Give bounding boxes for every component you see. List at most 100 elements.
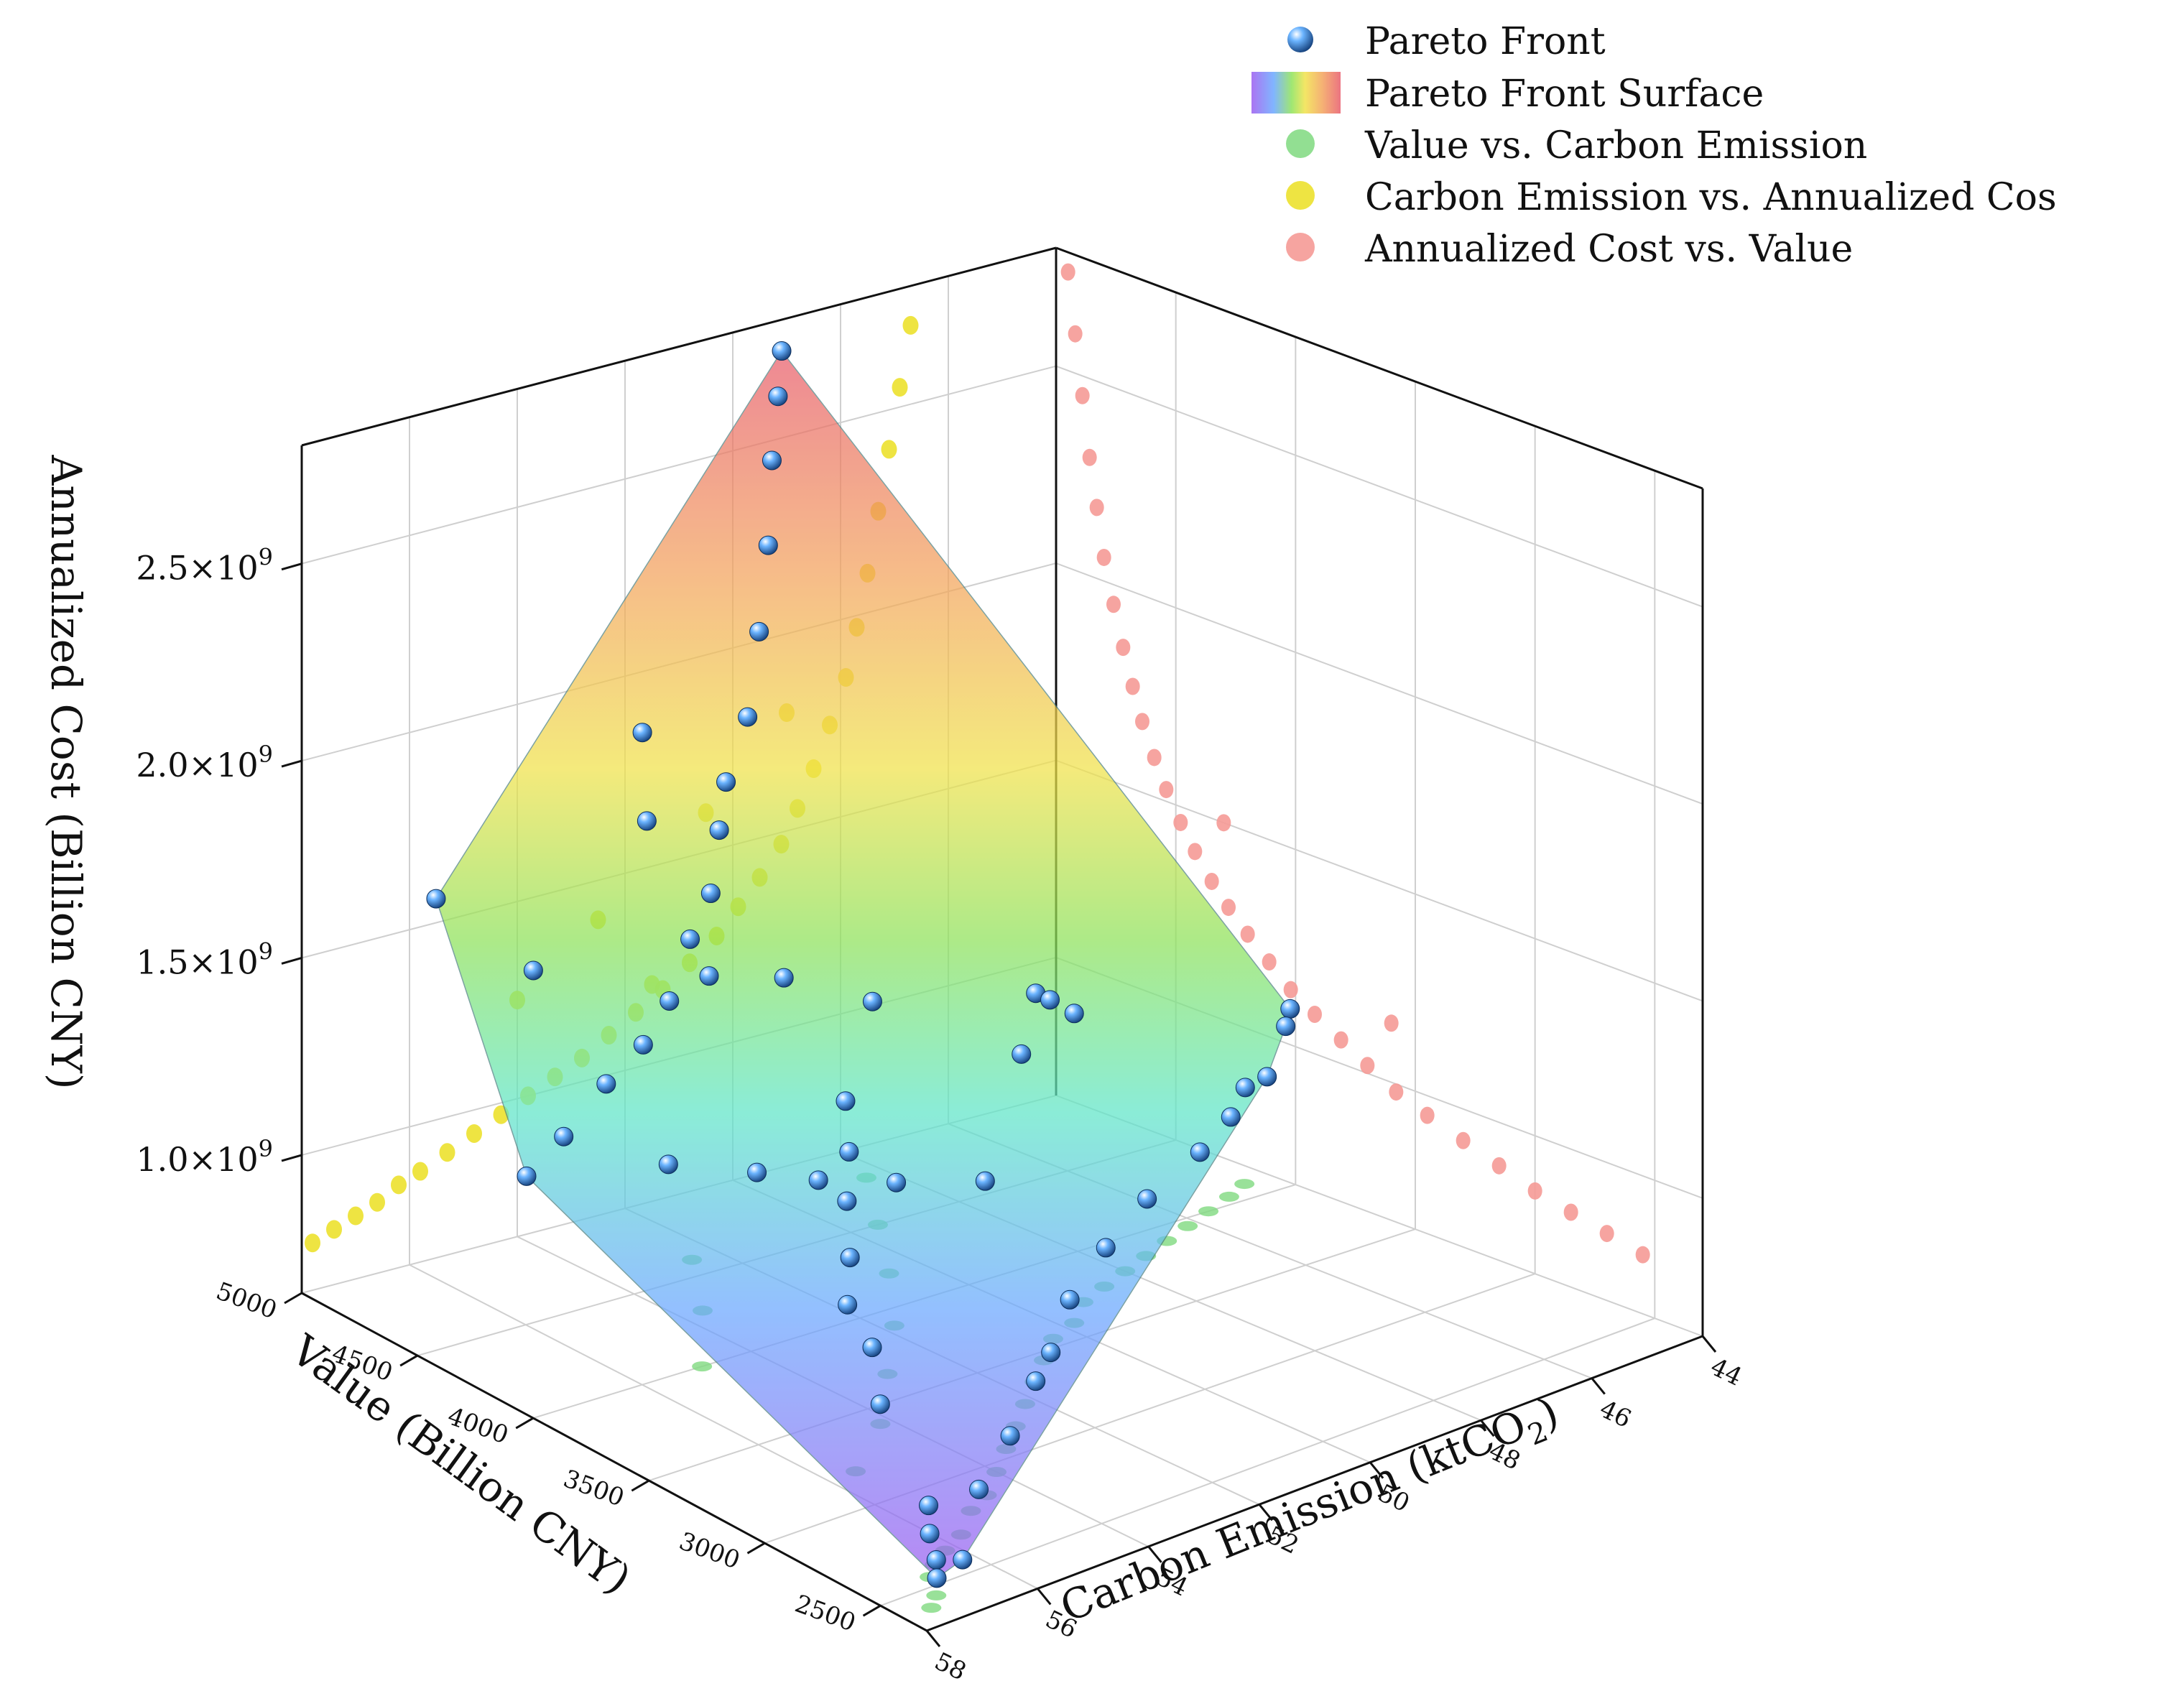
legend-item-cost-vs-value: Annualized Cost vs. Value: [1286, 228, 1853, 271]
pareto-point: [716, 772, 736, 792]
carbon-tick-label: 58: [930, 1647, 971, 1682]
pink-point: [1216, 814, 1231, 832]
pareto-point: [517, 1166, 537, 1186]
pareto-point: [870, 1394, 890, 1414]
pink-point: [1308, 1006, 1322, 1024]
pink-point: [1262, 953, 1277, 971]
pareto-point: [768, 386, 788, 407]
carbon-tick: [1591, 1377, 1606, 1395]
z-tick-mantissa: 2.5×10: [136, 549, 258, 588]
pink-point: [1283, 981, 1298, 999]
pareto-point: [1137, 1189, 1157, 1209]
pareto-point: [700, 884, 721, 904]
pink-point: [1147, 749, 1162, 766]
pareto-point: [660, 991, 680, 1011]
pareto-point: [774, 968, 794, 988]
carbon-tick: [925, 1630, 941, 1647]
legend: Pareto Front Pareto Front Surface Value …: [1251, 20, 2057, 271]
pareto-point: [1221, 1107, 1241, 1127]
pareto-front-points: [426, 341, 1300, 1588]
pareto-point: [633, 1034, 653, 1055]
pink-point: [1456, 1131, 1471, 1149]
axis-line: [301, 246, 1057, 447]
pareto-point: [709, 820, 729, 840]
carbon-tick-label: 46: [1595, 1394, 1635, 1434]
pareto-point: [920, 1524, 940, 1544]
green-point: [1234, 1179, 1255, 1190]
pink-point: [1135, 713, 1149, 731]
value-tick: [515, 1417, 534, 1430]
pareto-front-surface: [435, 350, 1291, 1579]
value-tick-label: 3000: [675, 1527, 744, 1575]
yellow-point: [305, 1233, 320, 1253]
axis-line: [1055, 246, 1703, 490]
carbon-tick: [1258, 1504, 1274, 1521]
pink-point: [1173, 813, 1188, 831]
legend-label: Carbon Emission vs. Annualized Cos: [1365, 176, 2057, 219]
pareto-point: [1064, 1004, 1084, 1024]
grid-line: [880, 1317, 1655, 1607]
yellow-point: [391, 1175, 407, 1195]
pink-point: [1089, 499, 1104, 517]
pareto-point: [1000, 1426, 1020, 1446]
value-tick: [862, 1604, 882, 1617]
pareto-point: [747, 1162, 767, 1182]
value-tick: [399, 1354, 418, 1367]
pareto-point: [680, 929, 700, 949]
axis-line: [301, 1292, 927, 1632]
pareto-point: [596, 1074, 616, 1094]
projection-cost-vs-value: [1060, 263, 1650, 1264]
carbon-tick: [1480, 1419, 1495, 1437]
pareto-point: [554, 1126, 574, 1147]
pareto-point: [1235, 1078, 1255, 1098]
pareto-point: [1041, 1343, 1061, 1363]
pareto-point: [862, 1338, 882, 1358]
pareto-point: [426, 889, 446, 909]
pink-point: [1106, 596, 1121, 613]
z-axis-title: Annualized Cost (Billion CNY): [42, 454, 91, 1089]
legend-label: Pareto Front: [1365, 20, 1606, 63]
green-point: [1177, 1221, 1198, 1231]
value-tick-label: 3500: [560, 1464, 628, 1512]
z-tick-mantissa: 1.0×10: [136, 1140, 258, 1179]
pareto-point: [919, 1496, 939, 1516]
carbon-tick: [1037, 1588, 1052, 1606]
pareto-point: [837, 1191, 857, 1211]
yellow-point: [892, 378, 908, 397]
pareto-point: [699, 966, 719, 986]
pareto-point: [523, 960, 543, 981]
pink-point: [1599, 1225, 1614, 1243]
green-point: [921, 1603, 942, 1613]
yellow-point: [466, 1124, 482, 1143]
legend-label: Annualized Cost vs. Value: [1364, 228, 1853, 271]
z-tick: [281, 759, 302, 768]
yellow-point: [881, 440, 897, 459]
pareto-point: [953, 1550, 973, 1570]
z-tick-exponent: 9: [259, 544, 273, 571]
yellow-point: [412, 1162, 428, 1181]
pink-point: [1333, 1031, 1348, 1049]
yellow-point: [369, 1192, 385, 1212]
pareto-point: [839, 1141, 859, 1162]
pink-point: [1188, 843, 1203, 861]
legend-label: Pareto Front Surface: [1365, 73, 1764, 116]
pareto-point: [808, 1170, 828, 1190]
legend-item-pareto-front: Pareto Front: [1287, 20, 1606, 63]
pink-point: [1060, 263, 1075, 281]
carbon-tick: [1701, 1335, 1717, 1353]
value-tick-label: 5000: [213, 1277, 281, 1325]
pink-point: [1096, 548, 1111, 566]
pink-point: [1159, 781, 1174, 799]
rainbow-swatch-icon: [1251, 72, 1341, 114]
pareto-point: [975, 1171, 995, 1191]
carbon-tick: [1369, 1461, 1384, 1479]
yellow-point: [439, 1143, 455, 1162]
z-tick-label: 2.0×109: [136, 741, 273, 784]
pareto-point: [632, 723, 652, 743]
pareto-point: [840, 1248, 860, 1268]
pareto-point: [1280, 999, 1300, 1019]
yellow-point: [348, 1206, 364, 1226]
pink-point: [1068, 325, 1083, 343]
